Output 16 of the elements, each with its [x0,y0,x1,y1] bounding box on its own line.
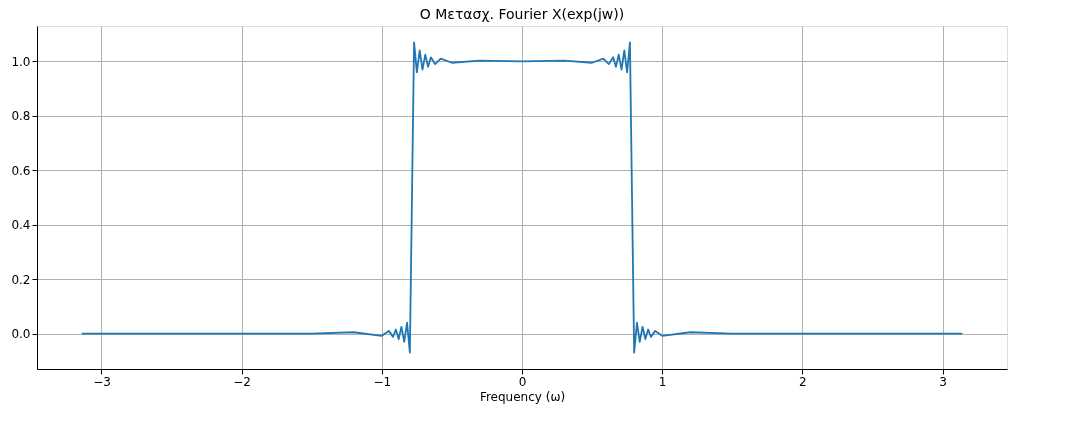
x-tick-label: −2 [233,374,251,389]
y-tick-label: 0.0 [11,327,31,342]
x-tick-label: 0 [518,374,527,389]
x-axis-title: Frequency (ω) [479,389,566,404]
y-tick-label: 0.2 [11,272,31,287]
x-tick-label: 3 [939,374,947,389]
y-tick-label: 0.4 [11,218,31,233]
y-tick-label: 0.8 [11,109,31,124]
line-series [80,41,964,354]
x-tick-label: 2 [799,374,807,389]
y-tick-label: 1.0 [11,54,31,69]
x-tick-label: −3 [93,374,111,389]
x-tick-label: −1 [373,374,392,389]
y-tick-label: 0.6 [11,163,31,178]
chart-title: Ο Μετασχ. Fourier X(exp(jw)) [419,6,625,22]
x-tick-label: 1 [658,374,667,389]
